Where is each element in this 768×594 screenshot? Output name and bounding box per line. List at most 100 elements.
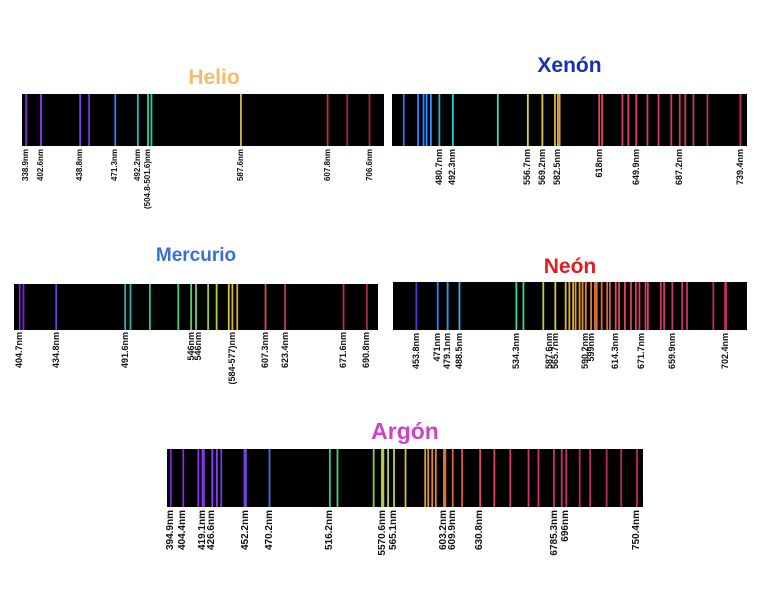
emission-line	[402, 94, 405, 146]
emission-line	[635, 94, 638, 146]
emission-line	[725, 282, 728, 330]
spectrum-svg-xenon	[402, 94, 742, 146]
spectrum-svg-argon	[169, 449, 638, 507]
emission-line	[328, 449, 331, 507]
emission-line	[79, 94, 82, 146]
emission-line	[372, 449, 375, 507]
emission-line	[594, 282, 596, 330]
emission-line	[268, 449, 271, 507]
emission-line	[692, 94, 695, 146]
emission-line	[240, 94, 242, 146]
emission-line	[657, 94, 660, 146]
emission-line	[636, 449, 638, 507]
emission-line	[541, 94, 544, 146]
emission-line	[245, 449, 247, 507]
emission-strip-helio	[22, 94, 384, 146]
spectrum-title-helio: Helio	[188, 66, 240, 89]
emission-line	[618, 282, 620, 330]
wavelength-label: 492.3nm	[447, 149, 458, 186]
wavelength-label: 492.2nm	[132, 149, 142, 182]
wavelength-label: 404.7nm	[14, 332, 25, 369]
emission-line	[427, 449, 430, 507]
emission-line	[55, 284, 58, 330]
emission-line	[404, 449, 407, 507]
emission-line	[415, 282, 418, 330]
emission-line	[177, 284, 180, 330]
emission-line	[605, 449, 608, 507]
emission-line	[326, 94, 329, 146]
wavelength-label: 5570.6nm	[377, 510, 389, 556]
emission-line	[554, 282, 557, 330]
spectrum-svg-mercurio	[18, 284, 368, 330]
emission-line	[417, 94, 419, 146]
emission-line	[537, 449, 540, 507]
wavelength-label: 471.3nm	[110, 149, 120, 182]
emission-line	[425, 94, 428, 146]
emission-line	[236, 284, 239, 330]
emission-line	[556, 94, 559, 146]
emission-line	[712, 282, 715, 330]
emission-line	[606, 282, 609, 330]
emission-line	[684, 94, 687, 146]
emission-line	[18, 284, 21, 330]
wavelength-label: 479.1nm	[442, 333, 453, 370]
wavelength-label: 696nm	[560, 510, 572, 542]
wavelength-labels-xenon: 480.7nm 492.3nm 556.7nm 569.2nm 582.5nm 618nm…	[392, 149, 747, 199]
emission-line	[646, 94, 649, 146]
emission-line	[509, 449, 512, 507]
emission-line	[479, 449, 482, 507]
wavelength-label: 452.2nm	[239, 510, 251, 551]
emission-line	[553, 449, 555, 507]
wavelength-label: 556.7nm	[522, 149, 533, 186]
emission-line	[601, 94, 603, 146]
wavelength-label: 438.8nm	[75, 149, 85, 182]
emission-line	[429, 94, 432, 146]
wavelength-label: 671.6nm	[338, 332, 348, 369]
emission-line	[589, 449, 592, 507]
emission-line	[88, 94, 91, 146]
emission-line	[227, 284, 230, 330]
emission-line	[630, 282, 632, 330]
emission-line	[621, 94, 624, 146]
emission-line	[215, 449, 218, 507]
emission-line	[201, 449, 204, 507]
emission-line	[627, 94, 630, 146]
emission-line	[431, 449, 434, 507]
emission-line	[382, 449, 385, 507]
emission-line	[243, 449, 246, 507]
emission-line	[678, 94, 681, 146]
wavelength-label: 534.3nm	[510, 333, 521, 370]
wavelength-label: 649.9nm	[630, 149, 641, 186]
emission-line	[558, 94, 561, 146]
emission-line	[663, 282, 666, 330]
emission-line	[564, 282, 567, 330]
wavelength-labels-argon: 394.9nm 404.4nm 419.1nm 426.6nm 452.2nm 470.2…	[165, 510, 643, 560]
wavelength-label: 599nm	[586, 333, 597, 362]
wavelength-label: 614.3nm	[610, 333, 621, 370]
emission-line	[346, 94, 349, 146]
wavelength-label: 582.5nm	[552, 149, 563, 186]
emission-line	[147, 94, 149, 146]
wavelength-label: 546nm	[192, 332, 203, 361]
emission-line	[522, 282, 525, 330]
spectrum-svg-neon	[415, 282, 728, 330]
emission-line	[197, 449, 200, 507]
wavelength-label: 471nm	[432, 333, 443, 362]
wavelength-label: 618nm	[593, 149, 604, 178]
emission-line	[148, 284, 151, 330]
emission-line	[136, 94, 139, 146]
emission-line	[446, 282, 449, 330]
emission-line	[182, 449, 185, 507]
wavelength-label: 739.4nm	[735, 149, 745, 186]
spectrum-title-mercurio: Mercurio	[155, 245, 237, 266]
emission-strip-argon	[167, 449, 643, 507]
emission-line	[578, 449, 581, 507]
wavelength-label: 630.8nm	[474, 510, 486, 551]
emission-line	[671, 282, 674, 330]
emission-line	[195, 284, 197, 330]
emission-line	[600, 282, 603, 330]
emission-line	[231, 284, 234, 330]
wavelength-label: 587.6nm	[235, 149, 245, 182]
emission-line	[584, 282, 587, 330]
emission-line	[614, 282, 617, 330]
